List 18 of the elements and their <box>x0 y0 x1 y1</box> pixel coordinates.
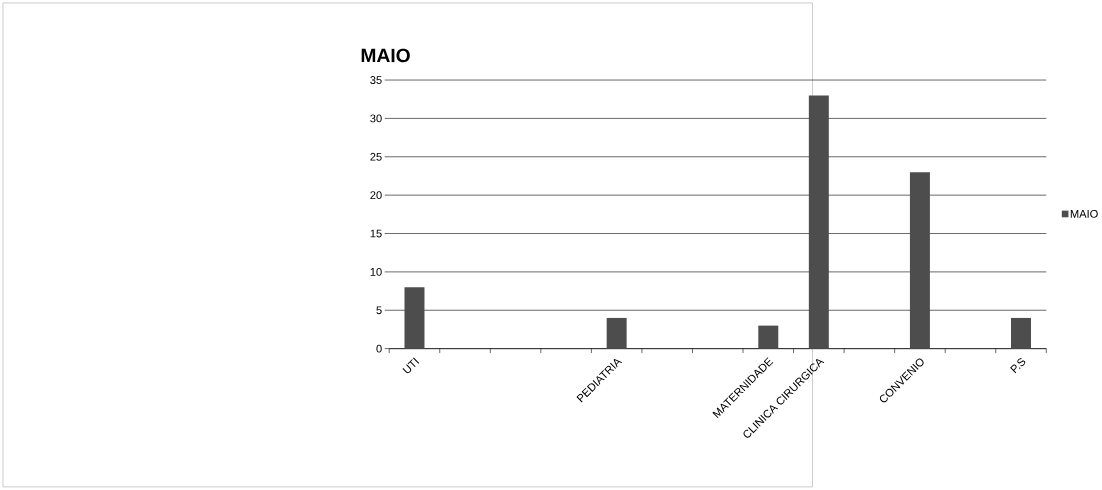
y-tick-label: 15 <box>370 229 382 238</box>
bar <box>404 287 425 349</box>
y-tick-label: 25 <box>370 152 382 161</box>
y-tick-label: 10 <box>370 268 382 276</box>
y-tick-label: 35 <box>370 76 382 85</box>
y-tick-label: 0 <box>376 344 382 353</box>
chart-title: MAIO <box>361 48 410 63</box>
x-tick-label: UTI <box>402 357 420 374</box>
bar <box>758 325 779 349</box>
bar <box>808 95 829 349</box>
y-tick-label: 30 <box>370 114 382 123</box>
x-tick-label: P.S <box>1010 358 1026 374</box>
legend-label: MAIO <box>1070 209 1098 218</box>
y-tick-label: 20 <box>370 191 382 200</box>
bar <box>606 318 627 349</box>
y-tick-label: 5 <box>376 306 382 315</box>
bar <box>1011 318 1031 349</box>
bar <box>909 172 930 349</box>
